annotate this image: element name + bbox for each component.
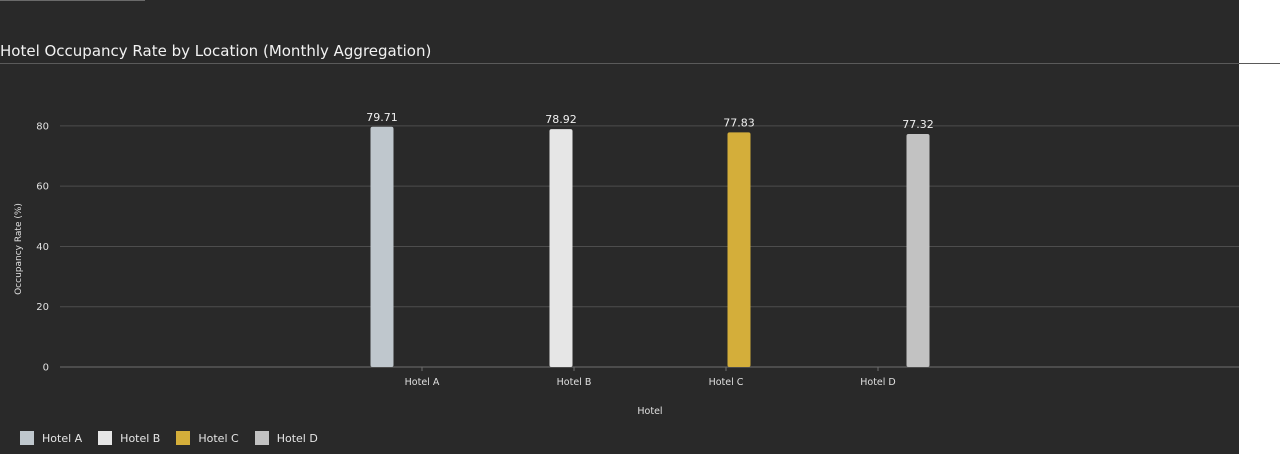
y-axis-label: Occupancy Rate (%) [14,203,24,295]
legend: Hotel A Hotel B Hotel C Hotel D [20,431,334,445]
legend-label: Hotel A [42,431,83,445]
data-label: 78.92 [545,113,577,126]
bar-hotel-c [727,132,751,367]
chart-title: Hotel Occupancy Rate by Location (Monthl… [0,42,432,60]
data-label: 79.71 [366,111,398,124]
top-tab-indicator [0,0,145,1]
data-label: 77.83 [723,116,755,129]
legend-item[interactable]: Hotel A [20,431,82,445]
legend-label: Hotel C [198,431,239,445]
x-tick-label: Hotel D [860,377,896,388]
legend-label: Hotel B [120,431,161,445]
x-axis-label: Hotel [637,406,662,417]
y-tick-label: 60 [36,182,49,193]
y-tick-label: 20 [36,302,49,313]
legend-label: Hotel D [276,431,318,445]
data-label: 77.32 [902,118,934,131]
legend-item[interactable]: Hotel D [254,431,318,445]
legend-item[interactable]: Hotel B [98,431,160,445]
bar-hotel-a [370,126,394,367]
legend-swatch [254,431,269,445]
x-tick-label: Hotel A [405,377,440,388]
y-tick-label: 0 [43,363,49,374]
bar-hotel-b [549,129,573,367]
title-divider [0,63,1280,64]
x-tick-label: Hotel B [557,377,592,388]
legend-item[interactable]: Hotel C [176,431,239,445]
x-tick-label: Hotel C [709,377,744,388]
legend-swatch [176,431,191,445]
legend-swatch [98,431,113,445]
y-tick-label: 40 [36,242,49,253]
legend-swatch [20,431,34,445]
y-tick-label: 80 [36,121,49,132]
chart-panel [0,0,1239,454]
bar-hotel-d [906,133,930,367]
